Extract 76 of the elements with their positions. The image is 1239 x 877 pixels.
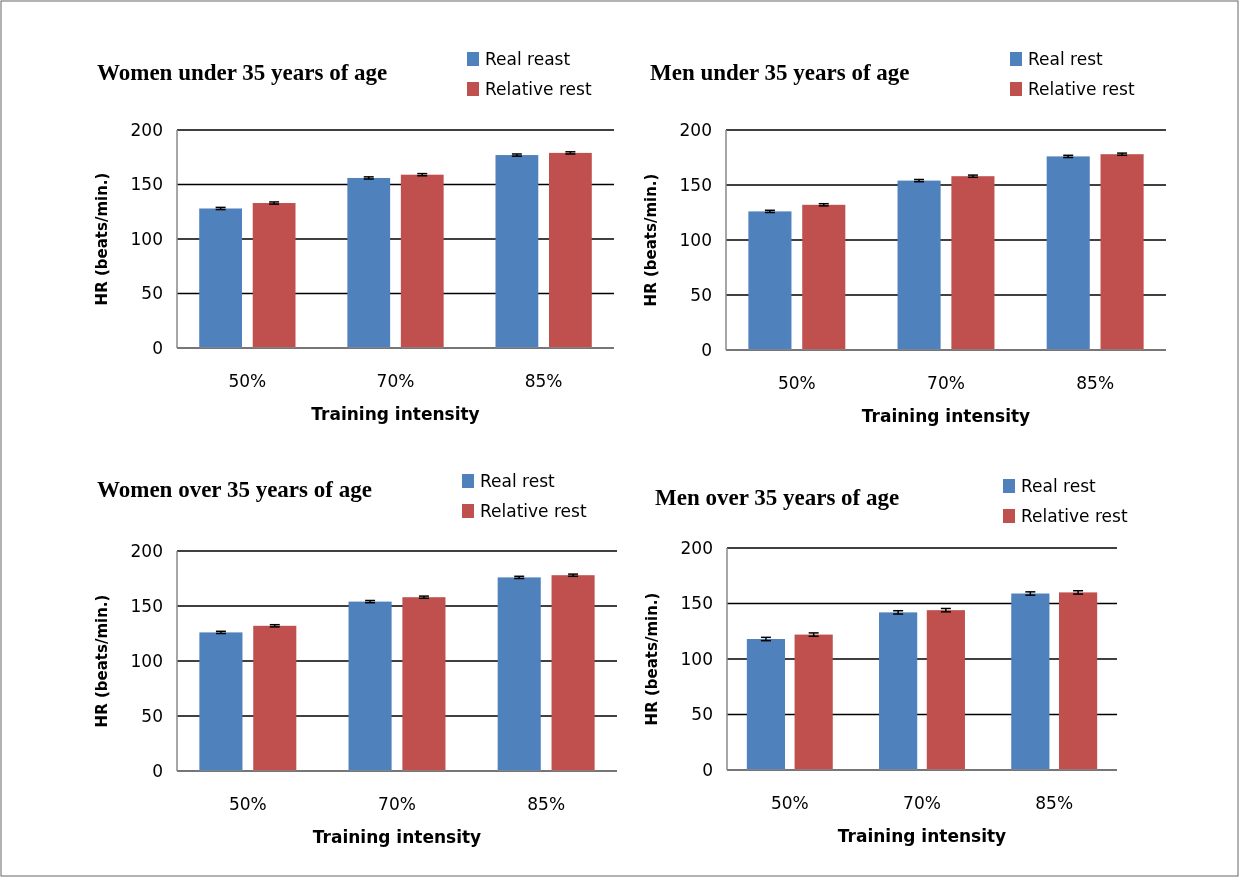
bar	[1058, 592, 1098, 770]
chart-title: Women under 35 years of age	[97, 60, 388, 85]
y-tick-label: 200	[680, 537, 713, 558]
bar	[879, 612, 918, 770]
legend-label: Real rest	[1028, 49, 1103, 69]
legend-label: Relative rest	[480, 501, 587, 521]
bar	[1011, 593, 1050, 770]
legend-label: Real reast	[485, 49, 571, 69]
y-tick-label: 100	[679, 229, 712, 250]
legend-label: Real rest	[480, 471, 555, 491]
y-axis-title: HR (beats/min.)	[93, 594, 111, 728]
bar	[347, 177, 391, 348]
y-tick-label: 200	[130, 540, 163, 561]
y-tick-label: 0	[152, 760, 163, 781]
x-axis-title: Training intensity	[312, 827, 482, 847]
x-tick-label: 85%	[527, 794, 566, 814]
x-tick-label: 70%	[378, 794, 416, 814]
y-axis-title: HR (beats/min.)	[643, 592, 661, 726]
bar	[748, 211, 792, 350]
legend-label: Relative rest	[1028, 79, 1135, 99]
chart-title: Women over 35 years of age	[97, 477, 372, 502]
x-axis-title: Training intensity	[837, 826, 1007, 846]
legend-label: Relative rest	[485, 79, 592, 99]
bar	[402, 597, 446, 771]
x-tick-label: 85%	[1076, 373, 1115, 393]
bar	[199, 632, 243, 771]
bar	[551, 575, 595, 771]
x-tick-label: 85%	[1035, 793, 1074, 813]
x-tick-label: 70%	[903, 793, 941, 813]
x-tick-label: 85%	[524, 371, 563, 391]
bar	[497, 577, 541, 771]
chart-title: Men under 35 years of age	[650, 60, 910, 85]
y-tick-label: 150	[679, 174, 712, 195]
bar	[1046, 156, 1090, 350]
bar	[1100, 154, 1144, 350]
y-tick-label: 0	[702, 759, 713, 780]
x-axis-title: Training intensity	[311, 404, 480, 424]
y-tick-label: 50	[141, 283, 163, 304]
y-tick-label: 150	[680, 593, 713, 614]
y-tick-label: 100	[130, 650, 163, 671]
bar	[746, 639, 786, 770]
x-tick-label: 50%	[228, 371, 267, 391]
y-tick-label: 0	[701, 339, 712, 360]
x-axis-title: Training intensity	[861, 406, 1031, 426]
y-axis-title: HR (beats/min.)	[642, 173, 660, 307]
x-tick-label: 50%	[770, 793, 809, 813]
y-tick-label: 50	[690, 284, 712, 305]
y-tick-label: 100	[130, 228, 163, 249]
bar	[548, 152, 592, 348]
y-tick-label: 150	[130, 174, 163, 195]
x-tick-label: 50%	[228, 794, 267, 814]
y-tick-label: 200	[679, 119, 712, 140]
legend-label: Relative rest	[1021, 506, 1128, 526]
y-tick-label: 100	[680, 648, 713, 669]
bar	[400, 174, 444, 348]
bar	[897, 180, 941, 350]
bar	[199, 208, 243, 348]
bar	[951, 176, 995, 350]
y-tick-label: 200	[130, 119, 163, 140]
bar	[802, 204, 846, 350]
y-tick-label: 0	[152, 337, 163, 358]
bar	[926, 610, 965, 770]
y-tick-label: 150	[130, 595, 163, 616]
x-tick-label: 70%	[376, 371, 415, 391]
bar	[252, 203, 296, 348]
bar	[794, 634, 833, 770]
legend-label: Real rest	[1021, 476, 1096, 496]
y-axis-title: HR (beats/min.)	[93, 172, 111, 306]
x-tick-label: 50%	[777, 373, 816, 393]
chart-title: Men over 35 years of age	[655, 485, 900, 510]
bar	[253, 625, 297, 771]
x-tick-label: 70%	[927, 373, 965, 393]
y-tick-label: 50	[141, 705, 163, 726]
y-tick-label: 50	[691, 704, 713, 725]
bar	[495, 155, 539, 348]
bar	[348, 601, 392, 771]
